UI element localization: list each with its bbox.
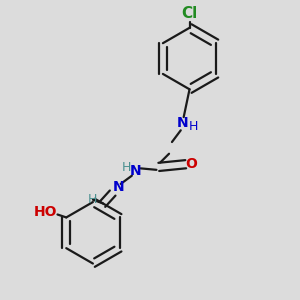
Text: Cl: Cl [182,6,198,21]
Text: H: H [121,161,131,174]
Text: H: H [189,120,198,133]
Text: H: H [88,193,98,206]
Text: N: N [176,116,188,130]
Text: N: N [112,180,124,194]
Text: N: N [130,164,142,178]
Text: HO: HO [33,205,57,219]
Text: O: O [186,157,197,171]
